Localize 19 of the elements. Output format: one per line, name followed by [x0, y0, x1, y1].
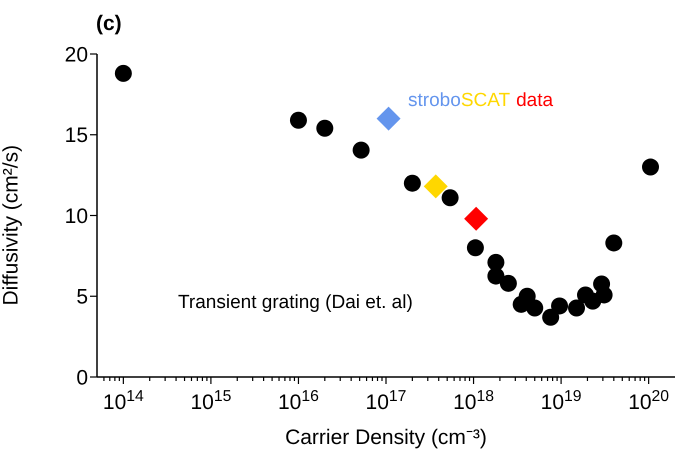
x-tick-label: 10$^{19}$ [540, 388, 582, 414]
y-tick-label: 20 [64, 43, 88, 66]
x-tick-label: 10$^{15}$ [190, 388, 232, 414]
chart-title: (c) [96, 12, 122, 35]
y-tick-label: 5 [76, 286, 88, 309]
x-tick-label: 10$^{18}$ [453, 388, 494, 414]
y-tick-label: 0 [76, 366, 88, 390]
x-tick-label: 10$^{16}$ [278, 388, 320, 414]
annotation: strobo [408, 90, 461, 111]
x-tick-label: 10$^{14}$ [102, 388, 144, 414]
x-tick-label: 10$^{17}$ [366, 388, 406, 414]
annotation: SCAT [460, 90, 510, 111]
y-tick-label: 10 [64, 204, 88, 228]
y-tick-label: 15 [64, 124, 88, 148]
annotation: data [516, 90, 554, 111]
annotation: Transient grating (Dai et. al) [178, 292, 413, 313]
y-axis-title: Diffusivity (cm²/s) [0, 144, 22, 306]
x-tick-label: 10$^{20}$ [628, 388, 670, 414]
x-axis-title: Carrier Density (cm⁻³) [285, 426, 487, 449]
